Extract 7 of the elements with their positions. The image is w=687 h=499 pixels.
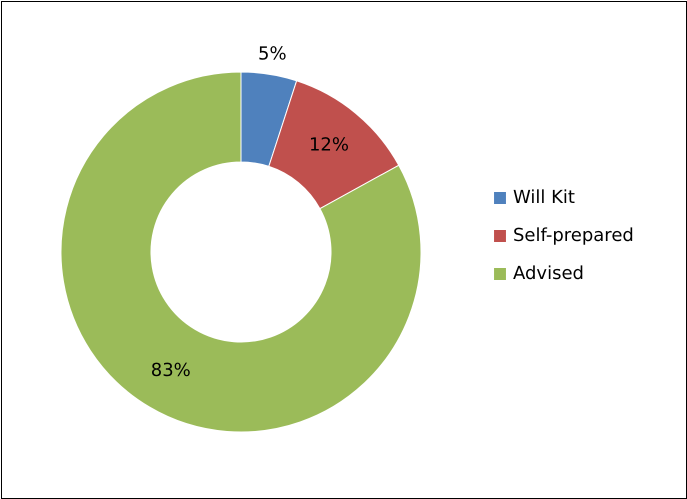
legend-label: Self-prepared [513,225,634,246]
legend-label: Advised [513,263,584,284]
data-label: 83% [150,360,191,381]
donut-slice [60,72,422,432]
data-label: 12% [308,134,349,156]
data-label: 5% [258,43,287,64]
legend-label: Will Kit [513,187,575,208]
